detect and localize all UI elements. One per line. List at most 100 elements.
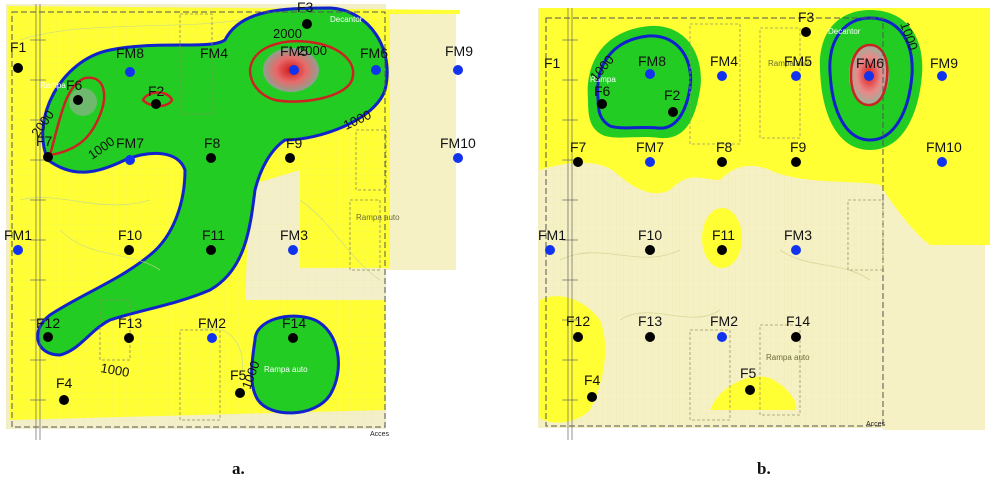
panel-a-well-label-f3: F3 — [297, 0, 314, 15]
panel-b-well-marker-fm5 — [791, 71, 801, 81]
panel-b-well-marker-f4 — [587, 392, 597, 402]
panel-b-acces-label: Acces — [866, 421, 886, 428]
panel-b-well-label-f10: F10 — [638, 227, 662, 243]
panel-b-well-label-fm9: FM9 — [930, 55, 958, 71]
panel-b-well-marker-f13 — [645, 332, 655, 342]
panel-b-well-marker-fm4 — [717, 71, 727, 81]
panel-b-feature-decantor: Decantor — [828, 27, 861, 36]
panel-a-well-marker-f6 — [73, 95, 83, 105]
panel-b: Decantor Rampa auto Rampa auto Rampa 100… — [538, 8, 990, 478]
panel-a-well-label-f8: F8 — [204, 135, 221, 151]
panel-a-well-marker-f10 — [124, 245, 134, 255]
panel-a-feature-rampa: Rampa — [40, 81, 66, 90]
panel-a: Decantor Rampa auto Rampa auto Rampa 200… — [4, 0, 476, 478]
panel-b-well-marker-fm2 — [717, 332, 727, 342]
panel-a-well-marker-fm2 — [207, 333, 217, 343]
panel-b-feature-rampa-auto-2: Rampa auto — [766, 353, 810, 362]
panel-b-well-label-f8: F8 — [716, 139, 733, 155]
panel-b-well-label-f6: F6 — [594, 83, 611, 99]
panel-b-well-label-fm8: FM8 — [638, 53, 666, 69]
panel-b-well-label-f7: F7 — [570, 139, 587, 155]
panel-a-well-label-fm3: FM3 — [280, 227, 308, 243]
panel-b-well-label-f2: F2 — [664, 87, 681, 103]
panel-a-feature-decantor: Decantor — [330, 15, 363, 24]
panel-a-well-marker-f9 — [285, 153, 295, 163]
panel-b-well-marker-f8 — [717, 157, 727, 167]
panel-a-well-label-fm5: FM5 — [280, 43, 308, 59]
panel-a-well-marker-f12 — [43, 332, 53, 342]
panel-a-well-label-fm6: FM6 — [360, 45, 388, 61]
panel-b-well-label-f1: F1 — [544, 55, 561, 71]
panel-b-well-label-f14: F14 — [786, 313, 810, 329]
panel-a-well-label-fm9: FM9 — [445, 43, 473, 59]
panel-b-well-label-fm3: FM3 — [784, 227, 812, 243]
panel-b-well-label-fm4: FM4 — [710, 53, 738, 69]
panel-b-well-marker-f7 — [573, 157, 583, 167]
panel-a-well-label-fm2: FM2 — [198, 315, 226, 331]
panel-a-well-label-f7: F7 — [36, 133, 53, 149]
panel-b-well-marker-fm3 — [791, 245, 801, 255]
panel-b-well-marker-f12 — [573, 332, 583, 342]
panel-a-well-label-fm10: FM10 — [440, 135, 476, 151]
panel-a-well-marker-fm7 — [125, 155, 135, 165]
panel-b-well-marker-fm6 — [864, 71, 874, 81]
panel-b-well-marker-f14 — [791, 332, 801, 342]
panel-b-well-marker-f11 — [717, 245, 727, 255]
panel-a-well-marker-fm8 — [125, 67, 135, 77]
panel-a-well-marker-f8 — [206, 153, 216, 163]
panel-b-well-label-f4: F4 — [584, 372, 601, 388]
panel-a-well-label-fm8: FM8 — [116, 45, 144, 61]
panel-b-well-marker-f9 — [791, 157, 801, 167]
panel-b-well-label-fm10: FM10 — [926, 139, 962, 155]
panel-b-well-marker-f3 — [801, 27, 811, 37]
panel-a-well-marker-fm9 — [453, 65, 463, 75]
panel-a-well-marker-fm5 — [289, 65, 299, 75]
panel-b-well-label-f3: F3 — [798, 9, 815, 25]
panel-a-well-marker-f5 — [235, 388, 245, 398]
panel-a-well-label-fm7: FM7 — [116, 135, 144, 151]
panel-a-well-label-f12: F12 — [36, 315, 60, 331]
panel-b-well-label-fm7: FM7 — [636, 139, 664, 155]
panel-b-well-label-f11: F11 — [712, 227, 735, 243]
panel-b-caption: b. — [757, 459, 771, 478]
panel-a-well-marker-f14 — [288, 333, 298, 343]
panel-a-well-marker-f11 — [206, 245, 216, 255]
panel-b-well-label-f5: F5 — [740, 365, 757, 381]
panel-a-well-label-f13: F13 — [118, 315, 142, 331]
panel-a-well-label-f9: F9 — [286, 135, 303, 151]
panel-b-well-marker-f2 — [668, 107, 678, 117]
panel-b-well-marker-f10 — [645, 245, 655, 255]
panel-b-well-label-fm2: FM2 — [710, 313, 738, 329]
panel-a-caption: a. — [232, 459, 245, 478]
panel-a-feature-rampa-auto-1: Rampa auto — [264, 365, 308, 374]
panel-a-well-label-f11: F11 — [202, 227, 225, 243]
panel-a-acces-label: Acces — [370, 431, 390, 438]
panel-a-well-label-f14: F14 — [282, 315, 306, 331]
panel-a-well-marker-f13 — [124, 333, 134, 343]
panel-a-well-marker-f4 — [59, 395, 69, 405]
panel-a-well-marker-f7 — [43, 152, 53, 162]
panel-a-well-marker-fm3 — [288, 245, 298, 255]
panel-a-well-label-f5: F5 — [230, 367, 247, 383]
panel-a-well-label-f6: F6 — [66, 77, 83, 93]
panel-a-well-label-f2: F2 — [148, 83, 165, 99]
panel-a-well-marker-f1 — [13, 63, 23, 73]
panel-a-contour-label-2000-top: 2000 — [273, 26, 302, 41]
panel-b-well-label-f12: F12 — [566, 313, 590, 329]
panel-b-well-label-f13: F13 — [638, 313, 662, 329]
panel-b-well-label-fm5: FM5 — [784, 53, 812, 69]
panel-b-well-marker-fm9 — [937, 71, 947, 81]
panel-b-well-marker-fm1 — [545, 245, 555, 255]
panel-b-well-label-f9: F9 — [790, 139, 807, 155]
panel-a-well-marker-fm10 — [453, 153, 463, 163]
panel-b-well-marker-fm8 — [645, 69, 655, 79]
panel-b-well-label-fm6: FM6 — [856, 55, 884, 71]
panel-a-well-marker-fm6 — [371, 65, 381, 75]
panel-b-well-marker-f5 — [745, 385, 755, 395]
panel-b-well-marker-fm7 — [645, 157, 655, 167]
panel-a-well-marker-f2 — [151, 99, 161, 109]
panel-b-well-label-fm1: FM1 — [538, 227, 566, 243]
panel-a-well-label-fm1: FM1 — [4, 227, 32, 243]
panel-a-feature-rampa-auto-2: Rampa auto — [356, 213, 400, 222]
